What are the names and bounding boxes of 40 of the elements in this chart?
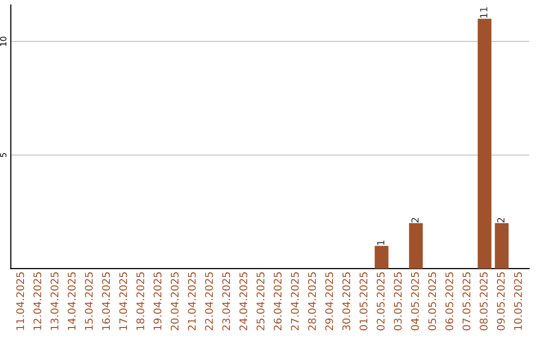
x-tick-label: 14.04.2025	[68, 272, 76, 330]
bar	[374, 246, 388, 269]
x-tick-label: 29.04.2025	[325, 272, 334, 330]
x-tick-label: 21.04.2025	[188, 272, 196, 330]
x-tick-label: 08.05.2025	[480, 272, 488, 330]
x-tick-label: 12.04.2025	[33, 272, 42, 330]
data-label: 1	[377, 240, 384, 245]
x-tick-label: 23.04.2025	[222, 272, 230, 330]
x-tick-label: 09.05.2025	[496, 272, 505, 330]
x-tick-label: 28.04.2025	[308, 272, 316, 330]
x-tick-label: 27.04.2025	[290, 272, 299, 330]
data-label: 11	[480, 7, 488, 18]
x-tick-label: 18.04.2025	[136, 272, 144, 330]
bar	[409, 223, 423, 269]
x-tick-label: 03.05.2025	[394, 272, 402, 330]
x-tick-label: 04.05.2025	[411, 272, 419, 330]
x-tick-label: 05.05.2025	[428, 272, 436, 330]
x-tick-label: 30.04.2025	[342, 272, 350, 330]
y-tick-label: 5	[0, 153, 6, 158]
x-tick-label: 15.04.2025	[84, 272, 93, 330]
bar	[494, 223, 509, 269]
x-tick-label: 10.05.2025	[514, 272, 522, 330]
x-tick-label: 11.04.2025	[16, 272, 24, 330]
x-tick-label: 20.04.2025	[170, 272, 179, 330]
x-tick-label: 22.04.2025	[205, 272, 213, 330]
x-tick-label: 16.04.2025	[102, 272, 110, 330]
x-tick-label: 02.05.2025	[376, 272, 385, 330]
data-label: 2	[497, 218, 504, 222]
x-tick-label: 01.05.2025	[360, 272, 368, 330]
x-tick-label: 24.04.2025	[239, 272, 248, 330]
x-tick-label: 19.04.2025	[154, 272, 162, 330]
x-tick-label: 17.04.2025	[119, 272, 128, 330]
x-tick-label: 13.04.2025	[50, 272, 58, 330]
y-tick-label: 10	[0, 36, 6, 46]
data-label: 2	[411, 218, 419, 222]
x-tick-label: 25.04.2025	[256, 272, 264, 330]
x-tick-label: 06.05.2025	[445, 272, 454, 330]
bar	[478, 18, 492, 269]
x-tick-label: 07.05.2025	[462, 272, 470, 330]
x-tick-label: 26.04.2025	[274, 272, 282, 330]
